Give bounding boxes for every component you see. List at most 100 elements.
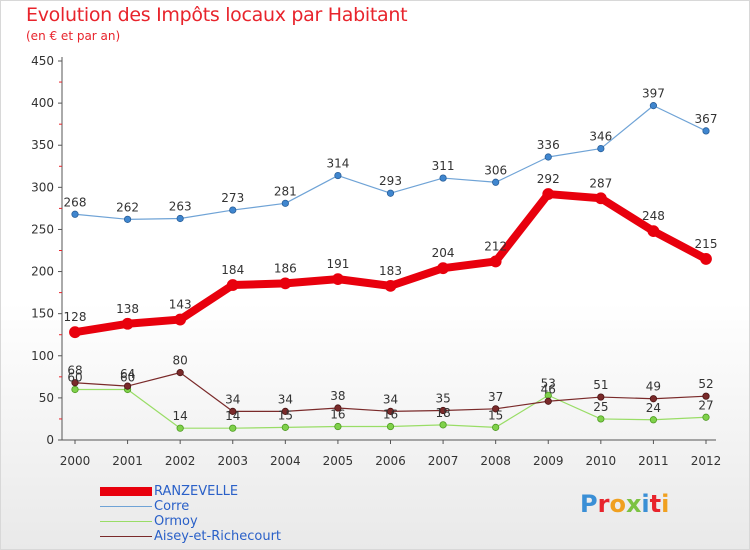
x-tick-label: 2008: [480, 454, 511, 468]
legend-label: Corre: [154, 499, 190, 514]
y-tick-label: 0: [46, 433, 54, 447]
data-point-ormoy: [492, 423, 500, 431]
data-point-ranzevelle: [647, 225, 660, 238]
x-tick-label: 2010: [586, 454, 617, 468]
data-point-aisey-et-richecourt: [492, 405, 500, 413]
data-point-corre: [492, 178, 500, 186]
data-label-aisey-et-richecourt: 49: [646, 380, 661, 394]
data-label-ormoy: 16: [383, 408, 398, 422]
data-point-ranzevelle: [279, 277, 292, 290]
data-point-corre: [176, 214, 184, 223]
data-label-aisey-et-richecourt: 51: [593, 378, 608, 392]
data-point-ranzevelle: [594, 192, 607, 205]
logo-letter: o: [609, 490, 626, 518]
data-label-aisey-et-richecourt: 52: [698, 377, 713, 391]
legend-swatch: [100, 535, 152, 538]
data-label-ranzevelle: 138: [116, 302, 139, 316]
data-point-aisey-et-richecourt: [649, 395, 658, 403]
x-tick-label: 2001: [112, 454, 143, 468]
data-point-ranzevelle: [174, 313, 187, 326]
data-point-ranzevelle: [384, 279, 397, 292]
data-label-ormoy: 24: [646, 401, 661, 415]
data-point-ormoy: [702, 413, 710, 421]
data-point-ormoy: [176, 424, 184, 432]
data-label-ormoy: 15: [278, 408, 293, 422]
data-label-corre: 263: [169, 199, 192, 213]
data-point-aisey-et-richecourt: [334, 404, 342, 412]
data-label-corre: 262: [116, 200, 139, 214]
y-tick-label: 450: [31, 54, 54, 68]
x-tick-label: 2005: [323, 454, 354, 468]
data-label-aisey-et-richecourt: 35: [435, 392, 450, 406]
data-label-aisey-et-richecourt: 80: [173, 354, 188, 368]
chart-subtitle: (en € et par an): [26, 29, 121, 43]
data-label-ormoy: 16: [330, 408, 345, 422]
data-point-ormoy: [229, 424, 237, 432]
x-tick-label: 2011: [638, 454, 669, 468]
x-tick-label: 2009: [533, 454, 564, 468]
data-point-aisey-et-richecourt: [597, 393, 605, 401]
data-point-corre: [439, 174, 447, 182]
data-point-ranzevelle: [700, 253, 712, 265]
data-point-ormoy: [597, 415, 605, 423]
data-label-ranzevelle: 215: [695, 237, 718, 251]
logo-letter: x: [625, 490, 642, 518]
legend-swatch: [100, 520, 152, 523]
data-point-ormoy: [439, 421, 447, 429]
x-tick-label: 2003: [217, 454, 248, 468]
data-label-ranzevelle: 204: [432, 246, 455, 260]
data-label-ormoy: 14: [225, 409, 240, 423]
data-label-aisey-et-richecourt: 64: [120, 367, 135, 381]
data-point-corre: [123, 215, 132, 223]
y-tick-label: 400: [31, 96, 54, 110]
data-label-corre: 293: [379, 174, 402, 188]
data-point-aisey-et-richecourt: [71, 379, 79, 387]
data-label-ormoy: 14: [173, 409, 188, 423]
y-tick-label: 300: [31, 180, 54, 194]
y-tick-label: 350: [31, 138, 54, 152]
data-label-aisey-et-richecourt: 34: [383, 392, 398, 406]
data-label-aisey-et-richecourt: 46: [541, 382, 556, 396]
data-label-aisey-et-richecourt: 34: [225, 392, 240, 406]
chart-title: Evolution des Impôts locaux par Habitant: [26, 4, 408, 26]
data-point-ranzevelle: [542, 188, 555, 200]
logo-letter: r: [597, 490, 610, 518]
data-label-aisey-et-richecourt: 38: [330, 389, 345, 403]
x-tick-label: 2012: [691, 454, 722, 468]
data-label-corre: 346: [589, 130, 612, 144]
logo-letter: t: [649, 490, 662, 518]
data-point-ranzevelle: [226, 279, 239, 291]
data-point-corre: [229, 206, 237, 214]
y-tick-label: 250: [31, 222, 54, 236]
data-label-ormoy: 18: [435, 406, 450, 420]
data-point-ranzevelle: [489, 255, 502, 268]
data-point-aisey-et-richecourt: [544, 397, 552, 405]
data-label-corre: 314: [326, 157, 349, 171]
data-label-ranzevelle: 191: [326, 257, 349, 271]
data-point-corre: [281, 199, 289, 207]
data-point-corre: [544, 153, 552, 161]
data-label-ormoy: 60: [120, 370, 135, 384]
data-point-ranzevelle: [437, 262, 449, 275]
data-label-ranzevelle: 186: [274, 261, 297, 275]
data-point-aisey-et-richecourt: [386, 407, 395, 415]
legend-swatch: [100, 505, 152, 508]
data-label-ormoy: 25: [593, 400, 608, 414]
data-point-ranzevelle: [332, 273, 344, 286]
data-label-ormoy: 15: [488, 408, 503, 422]
data-label-corre: 306: [484, 163, 507, 177]
data-point-aisey-et-richecourt: [702, 392, 710, 400]
data-label-corre: 281: [274, 184, 297, 198]
data-point-corre: [649, 102, 658, 110]
data-point-ormoy: [386, 422, 395, 431]
data-label-aisey-et-richecourt: 68: [67, 364, 82, 378]
data-label-ranzevelle: 287: [589, 176, 612, 190]
data-label-ranzevelle: 248: [642, 209, 665, 223]
data-point-corre: [71, 210, 79, 218]
data-label-ranzevelle: 143: [169, 298, 192, 312]
data-point-aisey-et-richecourt: [229, 407, 237, 415]
data-point-ranzevelle: [121, 317, 134, 330]
data-point-corre: [386, 189, 395, 197]
y-tick-label: 200: [31, 265, 54, 279]
